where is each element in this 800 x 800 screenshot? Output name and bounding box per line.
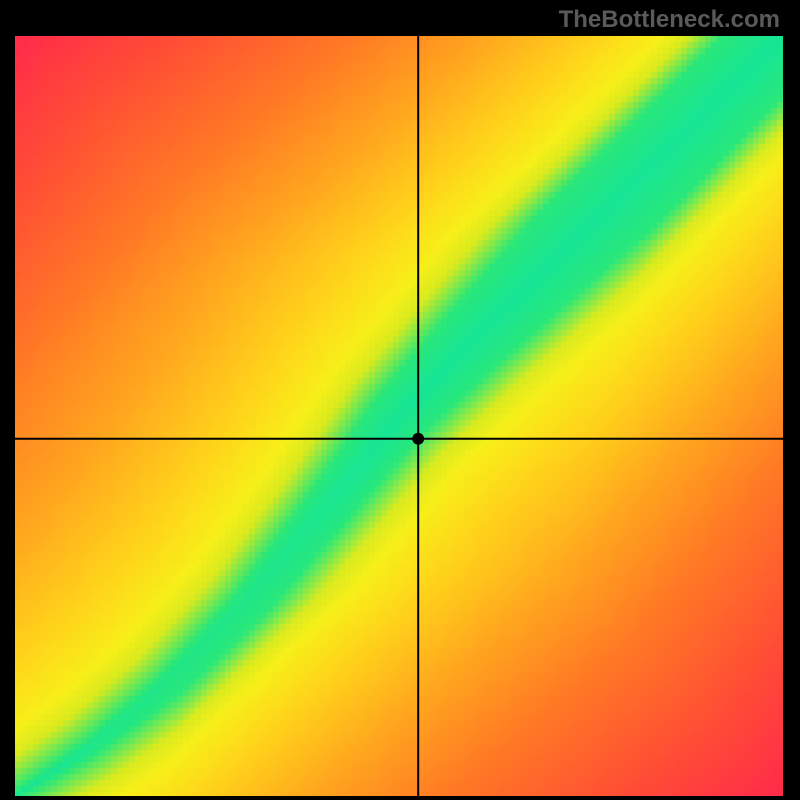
bottleneck-heatmap	[15, 36, 783, 796]
watermark-text: TheBottleneck.com	[559, 6, 780, 34]
chart-container: TheBottleneck.com	[0, 0, 800, 800]
